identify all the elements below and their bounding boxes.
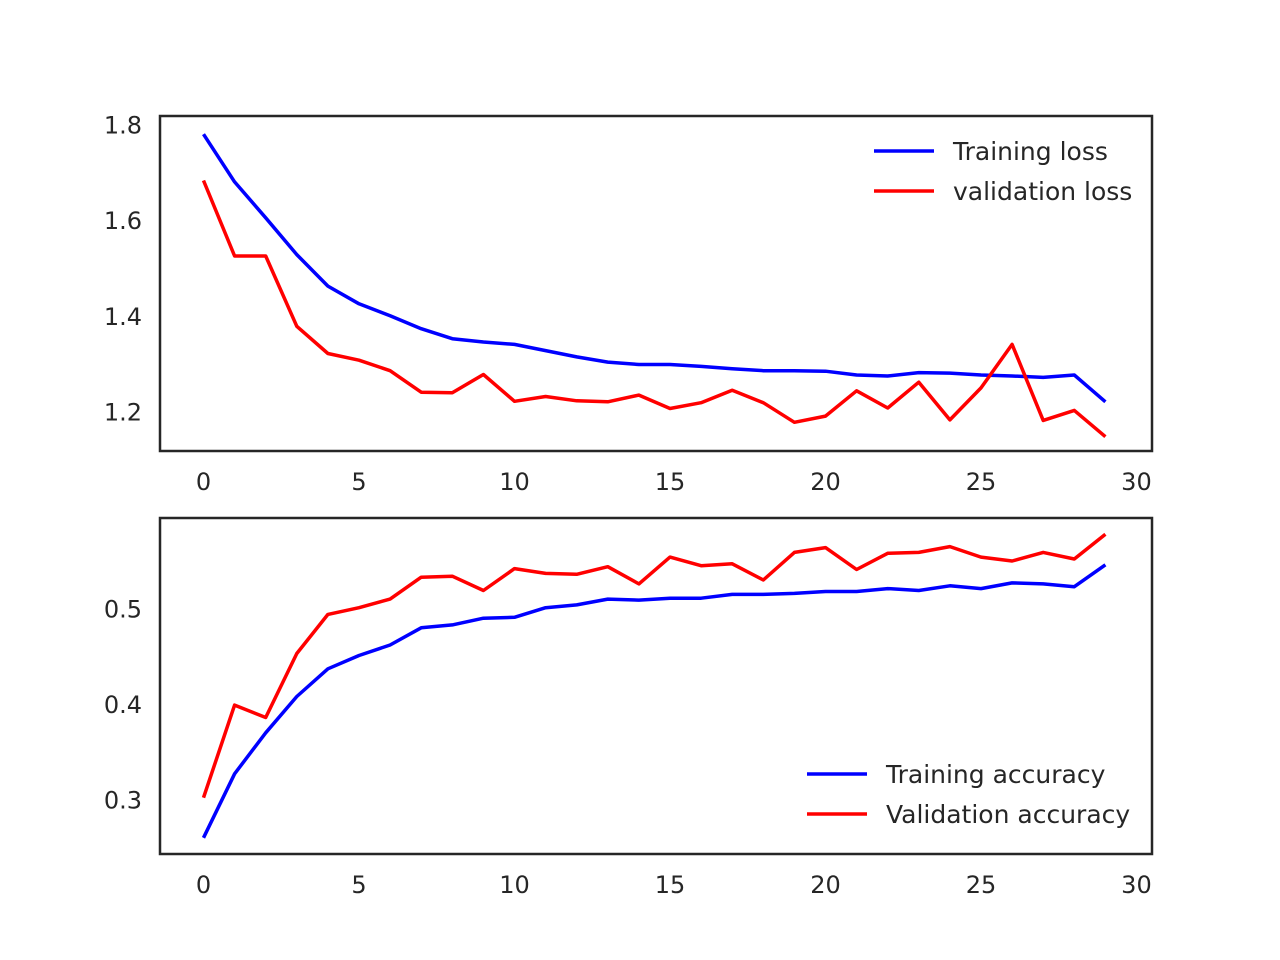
axes-frame: [158, 114, 1154, 453]
x-tick-label: 0: [196, 871, 211, 899]
x-tick-label: 15: [655, 871, 686, 899]
legend: Training loss validation loss: [874, 137, 1132, 206]
legend-label: Training loss: [952, 137, 1108, 166]
x-tick-label: 0: [196, 468, 211, 496]
y-tick-label: 0.4: [104, 691, 142, 719]
y-tick-label: 0.5: [104, 596, 142, 624]
y-tick-label: 0.3: [104, 787, 142, 815]
x-tick-label: 5: [351, 871, 366, 899]
legend: Training accuracy Validation accuracy: [807, 760, 1130, 829]
legend-label: Validation accuracy: [886, 800, 1130, 829]
series-line-validation: [201, 179, 1107, 439]
x-tick-label: 10: [499, 468, 530, 496]
x-tick-label: 25: [966, 871, 997, 899]
axes-frame: [158, 516, 1154, 856]
x-tick-label: 15: [655, 468, 686, 496]
x-tick-label: 20: [810, 468, 841, 496]
loss-chart: 0 5 10 15 20 25 30 1.2 1.4 1.6 1.8 Training loss val…: [104, 112, 1154, 496]
accuracy-chart: 0 5 10 15 20 25 30 0.3 0.4 0.5 Training accuracy Va…: [104, 516, 1154, 899]
x-tick-label: 20: [810, 871, 841, 899]
y-tick-label: 1.4: [104, 303, 142, 331]
legend-label: validation loss: [953, 177, 1132, 206]
y-tick-label: 1.2: [104, 398, 142, 426]
x-tick-label: 10: [499, 871, 530, 899]
y-tick-label: 1.6: [104, 207, 142, 235]
series-line-training: [202, 133, 1107, 404]
x-tick-label: 30: [1121, 871, 1152, 899]
x-tick-label: 5: [351, 468, 366, 496]
series-line-training: [201, 563, 1107, 839]
y-tick-label: 1.8: [104, 112, 142, 140]
x-tick-label: 30: [1121, 468, 1152, 496]
legend-label: Training accuracy: [885, 760, 1106, 789]
series-line-validation: [201, 532, 1107, 799]
x-tick-label: 25: [966, 468, 997, 496]
